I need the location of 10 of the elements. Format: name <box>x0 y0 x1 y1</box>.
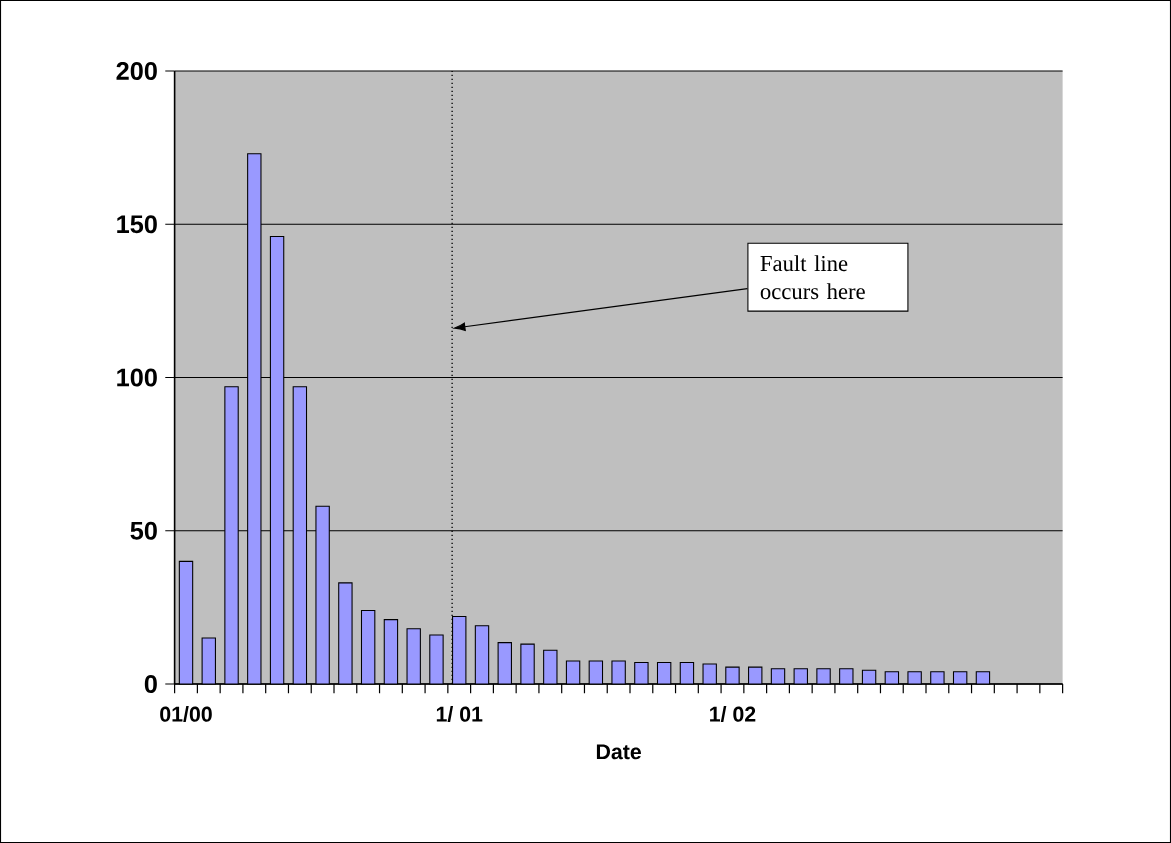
annotation: Fault line occurs here <box>760 255 865 300</box>
y-tick-label: 0 <box>144 675 157 693</box>
x-tick-label: 1/ 02 <box>710 706 756 722</box>
x-tick-label: 1/ 01 <box>436 706 483 722</box>
x-tick-label: 01/00 <box>160 706 212 722</box>
y-tick-label: 150 <box>117 215 157 234</box>
x-axis-title: Date <box>596 744 641 760</box>
y-tick-label: 100 <box>117 368 157 387</box>
y-tick-label: 200 <box>116 62 157 80</box>
y-tick-label: 50 <box>130 521 157 540</box>
